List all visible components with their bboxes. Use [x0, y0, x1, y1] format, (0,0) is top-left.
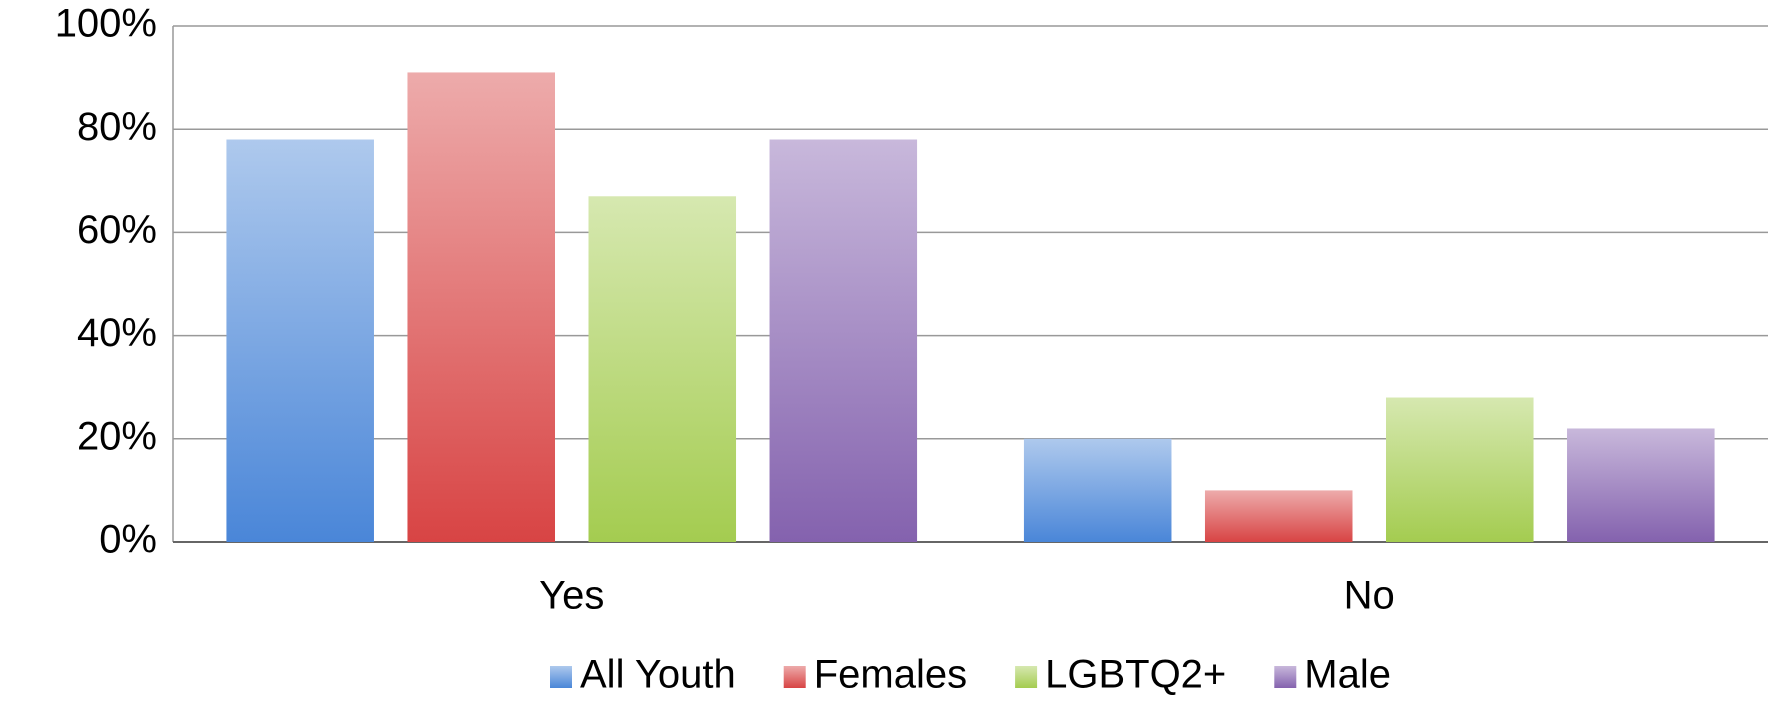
bar	[769, 139, 918, 542]
legend-swatch	[550, 666, 572, 688]
legend-label: All Youth	[580, 653, 736, 697]
legend-label: Male	[1304, 653, 1391, 697]
legend-swatch	[1274, 666, 1297, 688]
legend-swatch	[1015, 666, 1038, 688]
y-tick-label: 0%	[99, 518, 157, 562]
y-tick-label: 60%	[77, 208, 157, 252]
bar	[1023, 438, 1172, 542]
x-tick-label: Yes	[539, 574, 604, 618]
x-tick-label: No	[1344, 574, 1395, 618]
y-tick-label: 40%	[77, 311, 157, 355]
bar	[1567, 428, 1715, 542]
bar	[407, 72, 556, 542]
legend-label: LGBTQ2+	[1045, 653, 1226, 697]
y-tick-label: 100%	[55, 2, 157, 46]
y-tick-label: 20%	[77, 414, 157, 458]
y-tick-label: 80%	[77, 105, 157, 149]
bar	[226, 139, 374, 542]
legend-label: Females	[814, 653, 967, 697]
bar	[588, 196, 737, 542]
bar	[1385, 397, 1534, 542]
legend-swatch	[783, 666, 806, 688]
bar	[1204, 490, 1353, 542]
